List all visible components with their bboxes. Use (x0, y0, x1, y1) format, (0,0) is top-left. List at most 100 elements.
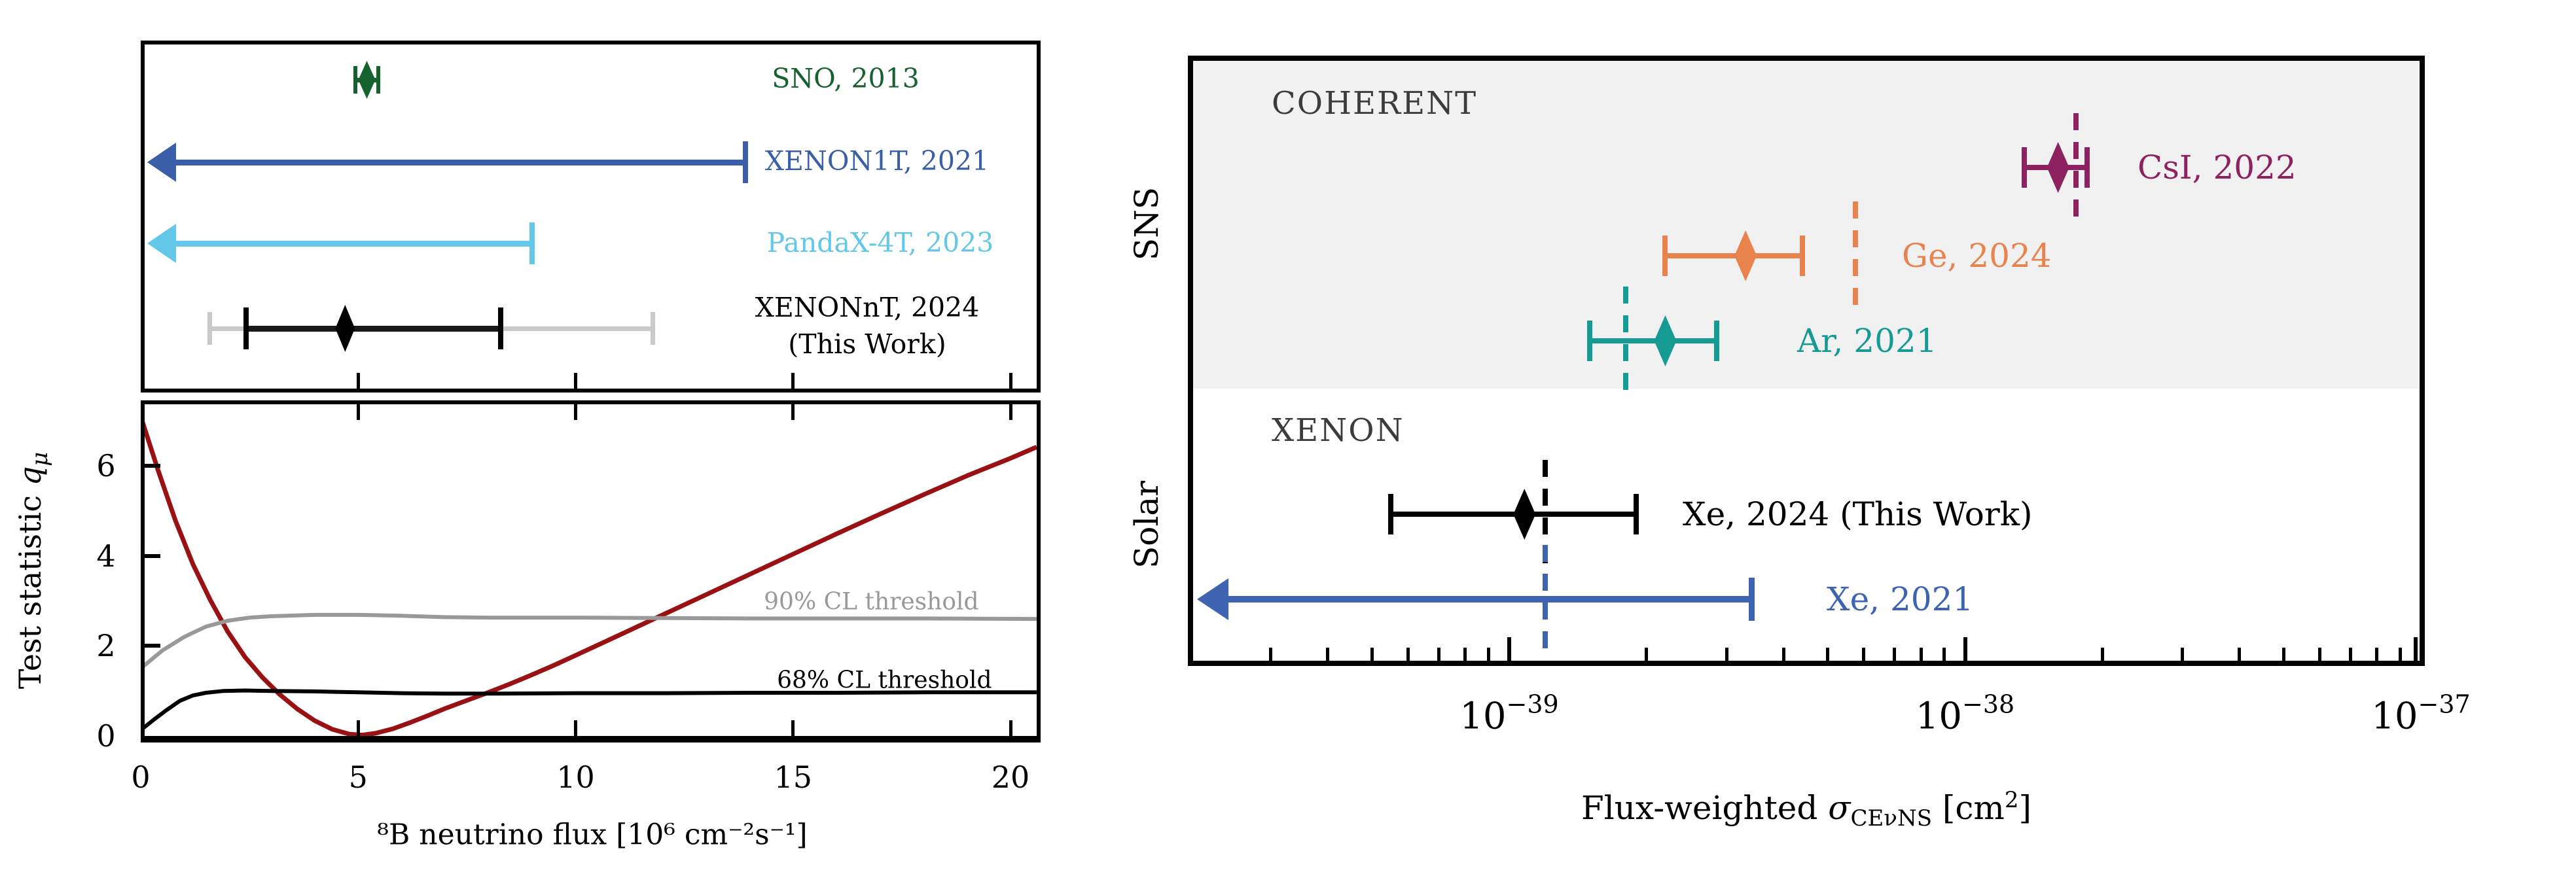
x-tick-bottom (356, 720, 360, 736)
measurement-label-ge: Ge, 2024 (1902, 237, 2052, 275)
x-tick (574, 373, 577, 389)
x-minor-tick (1326, 648, 1330, 661)
y-tick-label: 4 (96, 538, 116, 574)
test-statistic-panel: 90% CL threshold 68% CL threshold (141, 400, 1041, 742)
xenon1t-limit-line (171, 159, 745, 166)
sns-shaded-band (1193, 61, 2420, 389)
tick-base: 10 (2371, 695, 2418, 738)
y-tick (145, 464, 160, 468)
x-minor-tick (2398, 648, 2402, 661)
xenonnt-68ci-cap-left (243, 307, 249, 349)
ar-errorbar-cap-left (1586, 321, 1592, 361)
y-tick-label: 2 (96, 628, 116, 664)
x-minor-tick (1893, 648, 1897, 661)
x-minor-tick (2238, 648, 2242, 661)
solar-axis-label: Solar (1128, 480, 1166, 569)
cl90-threshold (145, 612, 1037, 668)
x-minor-tick (1942, 648, 1946, 661)
left-x-axis-label: ⁸B neutrino flux [10⁶ cm⁻²s⁻¹] (377, 818, 808, 852)
x-tick (1009, 373, 1012, 389)
ylabel-text: Test statistic (12, 485, 48, 690)
x-tick-top (574, 404, 577, 420)
cl90-threshold-label: 90% CL threshold (764, 588, 979, 616)
xlabel-unit-close: ] (2018, 789, 2031, 827)
x-minor-tick (1437, 648, 1440, 661)
ylabel-mu-subscript: μ (27, 451, 53, 466)
ylabel-q: q (12, 466, 48, 486)
sno-errorbar-cap-right (376, 66, 381, 94)
csi-errorbar-cap-right (2084, 147, 2090, 188)
sns-axis-label: SNS (1128, 186, 1166, 261)
xenon1t-limit-cap (742, 141, 748, 183)
x-tick-top (356, 404, 360, 420)
x-tick-bottom (574, 720, 577, 736)
xlabel-unit-open: [cm (1931, 789, 2005, 827)
xenon-section-label: XENON (1272, 412, 1404, 449)
cross-section-panel: COHERENT XENON CsI, 2022 Ge, 2024 Ar, 2021… (1188, 56, 2425, 666)
x-tick (791, 373, 795, 389)
xenonnt-90ci-cap-left (207, 312, 213, 345)
ge-sm-prediction-dashed-line (1853, 201, 1859, 310)
x-tick-label: 5 (348, 760, 368, 795)
right-x-axis-label: Flux-weighted σCEνNS [cm2] (1581, 787, 2031, 831)
test-statistic-curve (145, 421, 1037, 736)
tick-exponent: −37 (2418, 690, 2471, 719)
x-minor-tick (2100, 648, 2104, 661)
x-minor-tick (2317, 648, 2321, 661)
x-minor-tick (2348, 648, 2352, 661)
x-tick-top (1009, 404, 1012, 420)
xe-errorbar-cap-right (1634, 494, 1639, 534)
x-minor-tick (1269, 648, 1273, 661)
x-major-tick (2414, 637, 2418, 661)
measurement-label-line2: (This Work) (788, 328, 946, 360)
ge-errorbar-cap-left (1662, 236, 1668, 276)
xenon1t-left-arrow-icon (147, 143, 176, 182)
flux-measurements-plot-area: SNO, 2013 XENON1T, 2021 PandaX-4T, 2023 XEN… (145, 44, 1037, 389)
tick-exponent: −39 (1506, 690, 1559, 719)
x-tick-label: 10−37 (2371, 690, 2470, 738)
xe-limit-cap (1748, 578, 1755, 621)
measurement-label-xenonnt: XENONnT, 2024 (This Work) (755, 289, 980, 362)
pandax-limit-cap (529, 222, 535, 264)
x-minor-tick (1463, 648, 1467, 661)
sno-diamond-marker (358, 61, 376, 99)
xe-errorbar-cap-left (1388, 494, 1394, 534)
xe-limit-line (1222, 596, 1752, 603)
y-tick (145, 644, 160, 648)
x-minor-tick (1826, 648, 1830, 661)
x-tick-label: 20 (991, 760, 1030, 795)
pandax-limit-line (171, 240, 533, 247)
x-major-tick (1963, 637, 1967, 661)
flux-measurements-panel: SNO, 2013 XENON1T, 2021 PandaX-4T, 2023 XEN… (141, 41, 1041, 393)
cross-section-plot-area: COHERENT XENON CsI, 2022 Ge, 2024 Ar, 2021… (1193, 61, 2420, 661)
x-tick-bottom (791, 720, 795, 736)
x-minor-tick (2375, 648, 2378, 661)
xlabel-text: Flux-weighted (1581, 789, 1829, 827)
x-minor-tick (1862, 648, 1866, 661)
x-minor-tick (1725, 648, 1728, 661)
xe-left-arrow-icon (1197, 578, 1228, 620)
x-minor-tick (2181, 648, 2185, 661)
x-tick-top (791, 404, 795, 420)
measurement-label-ar: Ar, 2021 (1797, 322, 1937, 360)
measurement-label-xenon1t: XENON1T, 2021 (764, 145, 990, 177)
xe-diamond-marker (1513, 489, 1536, 540)
x-minor-tick (2281, 648, 2285, 661)
xenonnt-diamond-marker (335, 305, 355, 352)
sno-errorbar-cap-left (353, 66, 357, 94)
x-tick (356, 373, 360, 389)
x-tick-label: 10−39 (1459, 690, 1558, 738)
test-statistic-curves (145, 421, 1037, 736)
tick-exponent: −38 (1962, 690, 2015, 719)
xenonnt-90ci-cap-right (650, 312, 655, 345)
pandax-left-arrow-icon (147, 224, 176, 263)
ge-errorbar-cap-right (1800, 236, 1806, 276)
tick-base: 10 (1915, 695, 1963, 738)
measurement-label-xe: Xe, 2021 (1827, 580, 1974, 618)
left-y-axis-label: Test statistic qμ (12, 452, 53, 690)
csi-errorbar-cap-left (2022, 147, 2028, 188)
x-minor-tick (1486, 648, 1490, 661)
x-minor-tick (1406, 648, 1410, 661)
x-major-tick (1507, 637, 1511, 661)
